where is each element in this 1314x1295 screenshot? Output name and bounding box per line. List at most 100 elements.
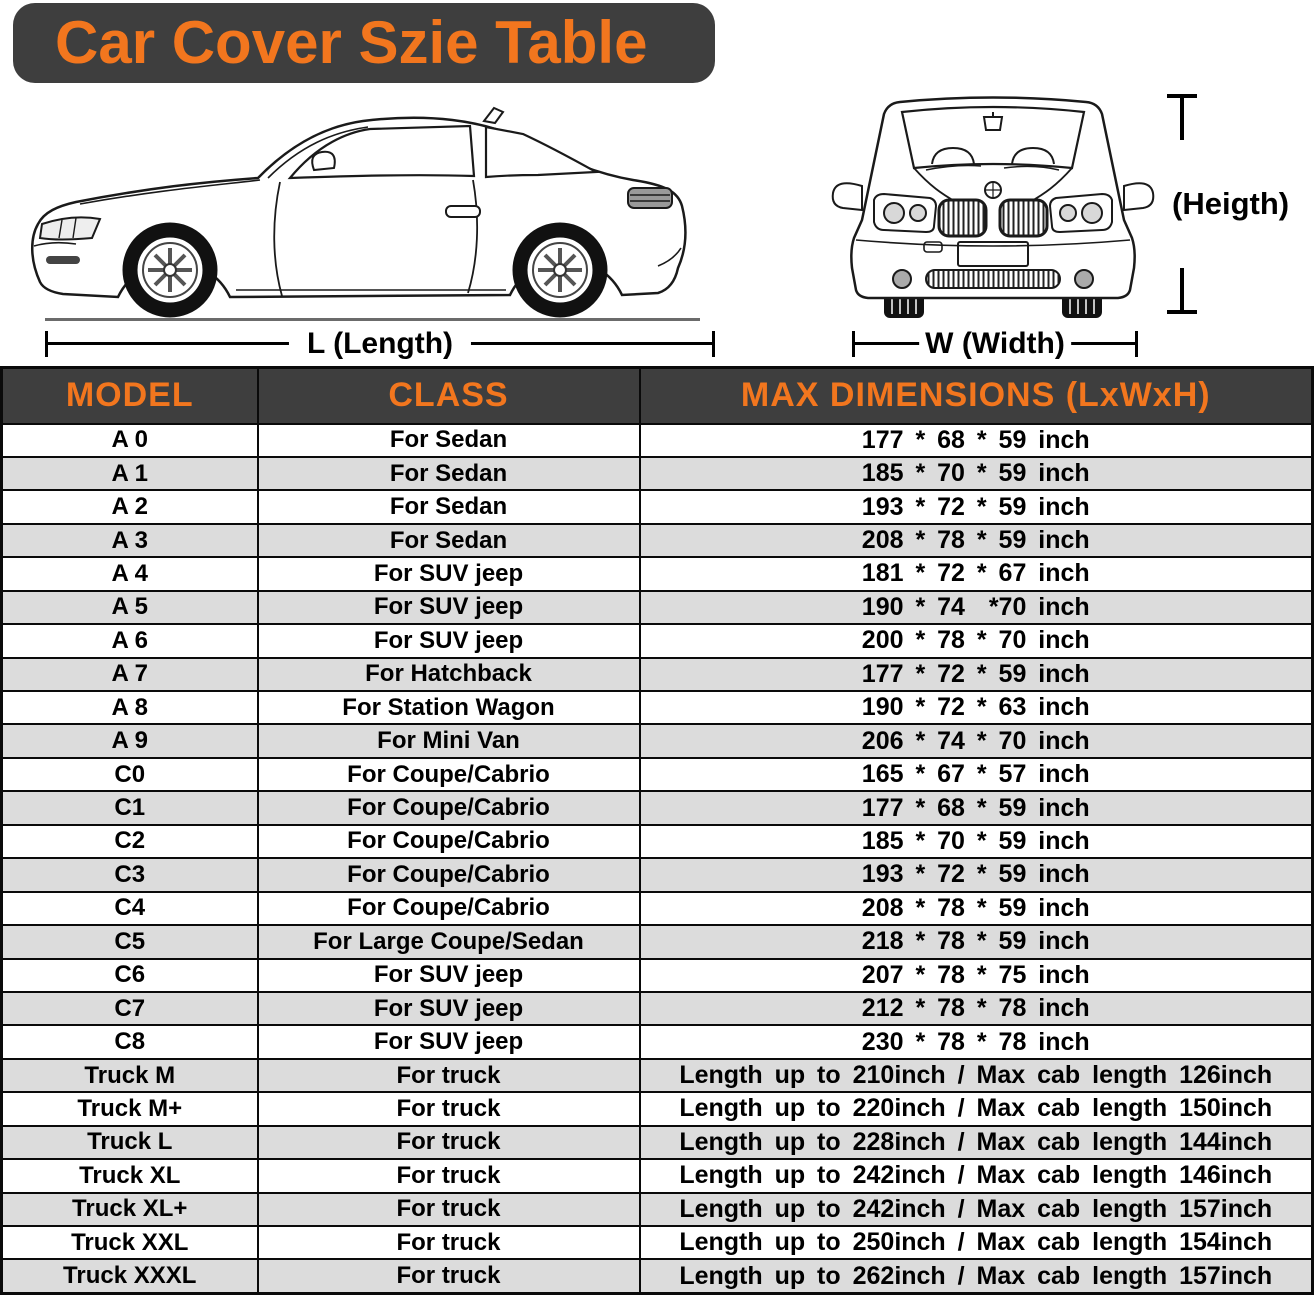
model-cell: C7 [0,990,259,1027]
table-row: Truck M For truck Length up to 210inch / M… [0,1057,1314,1094]
table-row: C8 For SUV jeep 230 * 78 * 78 inch [0,1024,1314,1060]
dims-cell: Length up to 220inch / Max cab length 15… [638,1091,1314,1127]
model-cell: Truck L [0,1124,259,1161]
width-dimension-line: W (Width) [852,327,1138,361]
length-dimension-line: L (Length) [45,327,715,361]
length-label: L (Length) [288,327,472,361]
dims-cell: 185 * 70 * 59 inch [638,455,1314,492]
class-cell: For SUV jeep [256,623,641,659]
model-cell: C5 [0,924,259,960]
class-cell: For Coupe/Cabrio [256,823,641,860]
class-cell: For Coupe/Cabrio [256,790,641,826]
dimensions-column-header: MAX DIMENSIONS (LxWxH) [638,366,1314,425]
model-cell: A 1 [0,455,259,492]
table-row: C7 For SUV jeep 212 * 78 * 78 inch [0,990,1314,1027]
table-row: A 0 For Sedan 177 * 68 * 59 inch [0,422,1314,458]
class-cell: For Sedan [256,455,641,492]
dims-cell: 177 * 68 * 59 inch [638,422,1314,458]
table-row: C4 For Coupe/Cabrio 208 * 78 * 59 inch [0,890,1314,927]
class-cell: For truck [256,1258,641,1295]
dims-cell: 208 * 78 * 59 inch [638,522,1314,559]
dims-cell: 190 * 74 *70 inch [638,589,1314,626]
table-row: A 5 For SUV jeep 190 * 74 *70 inch [0,589,1314,626]
dims-cell: 206 * 74 * 70 inch [638,723,1314,759]
model-cell: Truck XL+ [0,1191,259,1228]
side-view-car-illustration [31,106,687,318]
table-row: A 1 For Sedan 185 * 70 * 59 inch [0,455,1314,492]
height-dim-stem-top [1180,94,1184,140]
dims-cell: 190 * 72 * 63 inch [638,689,1314,726]
class-cell: For truck [256,1224,641,1261]
class-cell: For Coupe/Cabrio [256,857,641,893]
model-cell: C4 [0,890,259,927]
size-table-body: A 0 For Sedan 177 * 68 * 59 inch A 1 For Sed… [0,422,1314,1295]
class-cell: For Sedan [256,422,641,458]
table-row: Truck XXXL For truck Length up to 262inch … [0,1258,1314,1295]
dims-cell: 207 * 78 * 75 inch [638,957,1314,993]
class-cell: For Mini Van [256,723,641,759]
dims-cell: 177 * 68 * 59 inch [638,790,1314,826]
table-row: A 9 For Mini Van 206 * 74 * 70 inch [0,723,1314,759]
model-cell: A 5 [0,589,259,626]
model-cell: Truck XL [0,1158,259,1194]
dims-cell: Length up to 242inch / Max cab length 15… [638,1191,1314,1228]
table-row: Truck XXL For truck Length up to 250inch /… [0,1224,1314,1261]
size-table: MODEL CLASS MAX DIMENSIONS (LxWxH) A 0 Fo… [0,366,1314,1295]
model-column-header: MODEL [0,366,259,425]
class-cell: For Coupe/Cabrio [256,890,641,927]
table-row: Truck L For truck Length up to 228inch / M… [0,1124,1314,1161]
class-cell: For SUV jeep [256,589,641,626]
model-cell: C6 [0,957,259,993]
class-cell: For SUV jeep [256,1024,641,1060]
dims-cell: Length up to 242inch / Max cab length 14… [638,1158,1314,1194]
table-row: A 2 For Sedan 193 * 72 * 59 inch [0,489,1314,525]
class-cell: For SUV jeep [256,957,641,993]
width-label: W (Width) [919,327,1071,361]
model-cell: C2 [0,823,259,860]
model-cell: A 3 [0,522,259,559]
model-cell: A 6 [0,623,259,659]
size-table-header: MODEL CLASS MAX DIMENSIONS (LxWxH) [0,366,1314,425]
height-label: (Heigth) [1172,186,1290,221]
dims-cell: Length up to 262inch / Max cab length 15… [638,1258,1314,1295]
model-cell: Truck XXL [0,1224,259,1261]
class-cell: For truck [256,1057,641,1094]
title-banner: Car Cover Szie Table [13,3,715,83]
dims-cell: Length up to 250inch / Max cab length 15… [638,1224,1314,1261]
header-row: MODEL CLASS MAX DIMENSIONS (LxWxH) [0,366,1314,425]
class-cell: For Station Wagon [256,689,641,726]
front-view-car-illustration [831,96,1155,318]
table-row: Truck XL+ For truck Length up to 242inch /… [0,1191,1314,1228]
table-row: Truck XL For truck Length up to 242inch / … [0,1158,1314,1194]
class-cell: For Sedan [256,489,641,525]
class-cell: For Hatchback [256,656,641,693]
table-row: A 7 For Hatchback 177 * 72 * 59 inch [0,656,1314,693]
class-cell: For SUV jeep [256,556,641,592]
class-cell: For truck [256,1191,641,1228]
height-dimension-line: (Heigth) [1166,94,1298,314]
dims-cell: 218 * 78 * 59 inch [638,924,1314,960]
model-cell: A 8 [0,689,259,726]
class-cell: For truck [256,1091,641,1127]
model-cell: C8 [0,1024,259,1060]
class-cell: For truck [256,1124,641,1161]
class-cell: For SUV jeep [256,990,641,1027]
table-row: A 4 For SUV jeep 181 * 72 * 67 inch [0,556,1314,592]
model-cell: C0 [0,756,259,793]
table-row: A 3 For Sedan 208 * 78 * 59 inch [0,522,1314,559]
height-dim-tick-bottom [1167,310,1197,314]
model-cell: A 7 [0,656,259,693]
dims-cell: 208 * 78 * 59 inch [638,890,1314,927]
table-row: C5 For Large Coupe/Sedan 218 * 78 * 59 inc… [0,924,1314,960]
dims-cell: Length up to 210inch / Max cab length 12… [638,1057,1314,1094]
ground-line [45,318,700,321]
page-title: Car Cover Szie Table [55,9,648,76]
table-row: A 6 For SUV jeep 200 * 78 * 70 inch [0,623,1314,659]
dims-cell: 185 * 70 * 59 inch [638,823,1314,860]
class-column-header: CLASS [256,366,641,425]
table-row: A 8 For Station Wagon 190 * 72 * 63 inch [0,689,1314,726]
table-row: C0 For Coupe/Cabrio 165 * 67 * 57 inch [0,756,1314,793]
model-cell: A 4 [0,556,259,592]
dims-cell: 193 * 72 * 59 inch [638,857,1314,893]
class-cell: For Large Coupe/Sedan [256,924,641,960]
